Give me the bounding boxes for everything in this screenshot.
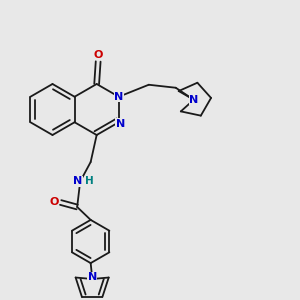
Text: N: N [189,95,198,105]
Text: O: O [94,50,103,60]
Text: N: N [116,119,125,129]
Text: O: O [50,197,59,207]
Text: N: N [114,92,123,102]
Text: N: N [88,272,97,283]
Text: N: N [73,176,83,187]
Text: H: H [85,176,94,187]
